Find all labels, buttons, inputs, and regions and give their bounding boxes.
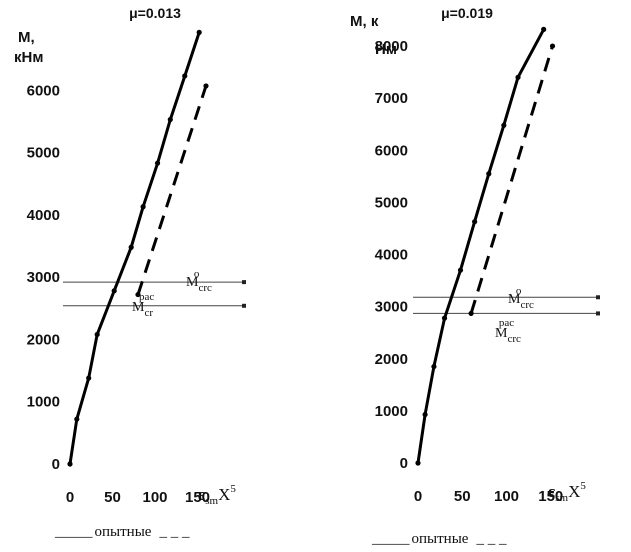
x-tick-label: 150	[538, 488, 563, 505]
experimental-point	[472, 219, 478, 225]
y-tick-label: 5000	[27, 145, 60, 162]
chart-mu-0019: μ=0.019 M, к Нм 010002000300040005000600…	[350, 5, 600, 547]
y-tick-label: 1000	[375, 403, 408, 420]
y-axis-label-line1: M, к	[350, 13, 379, 30]
x-tick-label: 150	[185, 489, 210, 506]
experimental-point	[415, 460, 421, 466]
chart-mu-0013: μ=0.013 M, кНм 0100020003000400050006000…	[14, 5, 246, 540]
calculated-point	[468, 310, 474, 317]
experimental-point	[86, 375, 92, 381]
threshold-marker	[596, 295, 600, 300]
y-axis-label-line2: кНм	[14, 49, 43, 66]
x-tick-label: 100	[494, 488, 519, 505]
x-axis-label: εsmX5	[198, 483, 236, 507]
experimental-point	[94, 331, 100, 338]
y-tick-label: 6000	[27, 82, 60, 99]
calculated-point	[549, 43, 556, 49]
y-tick-label: 4000	[375, 247, 408, 264]
experimental-point	[167, 116, 173, 123]
y-tick-label: 4000	[27, 207, 60, 224]
experimental-point	[67, 461, 73, 467]
experimental-point	[515, 74, 521, 80]
y-axis-label-line1: M,	[18, 29, 35, 46]
calculated-point	[203, 83, 209, 89]
y-tick-label: 3000	[375, 299, 408, 316]
annotation-mcrc-pac: Mcrcpac	[495, 317, 521, 345]
y-tick-label: 0	[400, 455, 408, 472]
x-tick-label: 50	[454, 488, 471, 505]
x-tick-label: 0	[66, 489, 74, 506]
experimental-point	[182, 73, 188, 79]
y-tick-label: 7000	[375, 90, 408, 107]
experimental-point	[196, 29, 202, 35]
y-axis-label-line2: Нм	[375, 41, 397, 58]
experimental-point	[501, 122, 507, 128]
y-tick-label: 3000	[27, 269, 60, 286]
annotation-mcrc-o: Mcrco	[508, 285, 534, 311]
calculated-line	[469, 45, 554, 314]
x-tick-label: 0	[414, 488, 422, 505]
y-tick-label: 2000	[375, 351, 408, 368]
experimental-point	[140, 204, 146, 210]
experimental-point	[128, 244, 134, 250]
experimental-line	[416, 28, 546, 464]
y-tick-label: 1000	[27, 394, 60, 411]
experimental-point	[431, 363, 437, 370]
experimental-point	[541, 26, 547, 32]
threshold-marker	[242, 303, 246, 308]
x-axis-label: εsmX5	[548, 480, 586, 504]
chart-title: μ=0.019	[441, 5, 493, 21]
y-tick-label: 6000	[375, 142, 408, 159]
y-tick-label: 2000	[27, 331, 60, 348]
y-tick-label: 8000	[375, 38, 408, 55]
chart-title: μ=0.013	[129, 5, 181, 21]
annotation-mcrc-o: Mcrco	[186, 268, 212, 294]
experimental-point	[457, 267, 464, 273]
experimental-point	[441, 315, 448, 321]
y-tick-label: 5000	[375, 194, 408, 211]
x-tick-label: 50	[104, 489, 121, 506]
experimental-point	[74, 416, 80, 422]
calculated-line	[136, 85, 208, 296]
legend-text: _____ опытные _ _ _	[54, 524, 190, 540]
threshold-marker	[242, 280, 246, 285]
y-tick-label: 0	[52, 456, 60, 473]
threshold-marker	[596, 311, 600, 316]
legend-text: _____ опытные _ _ _	[371, 531, 507, 547]
experimental-point	[154, 160, 161, 166]
experimental-point	[422, 411, 428, 418]
experimental-line	[68, 31, 201, 465]
calculated-point	[135, 291, 141, 298]
experimental-point	[486, 171, 492, 177]
annotation-mcr-pac: Mcrpac	[132, 291, 154, 319]
experimental-point	[111, 288, 117, 294]
x-tick-label: 100	[142, 489, 167, 506]
